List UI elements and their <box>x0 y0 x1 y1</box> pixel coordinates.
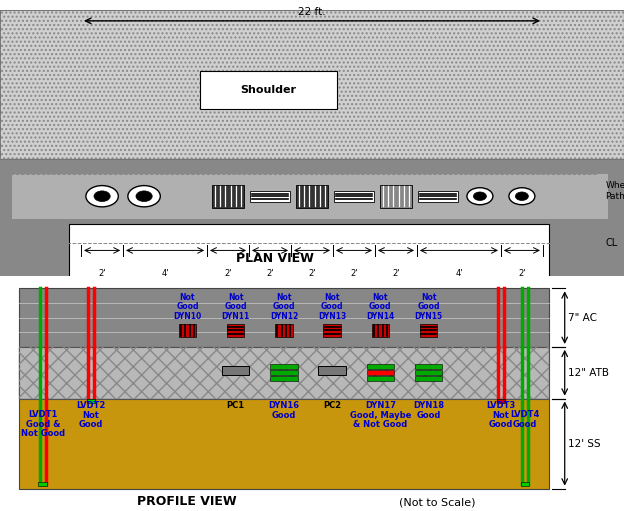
Text: LVDT1
Good &
Not Good: LVDT1 Good & Not Good <box>21 410 65 438</box>
Bar <box>415 376 442 381</box>
Text: 2': 2' <box>392 269 400 278</box>
Bar <box>372 324 389 337</box>
FancyBboxPatch shape <box>200 72 337 108</box>
Text: Not
Good
DYN11: Not Good DYN11 <box>222 292 250 321</box>
Ellipse shape <box>94 191 110 201</box>
Text: Not
Good
DYN15: Not Good DYN15 <box>414 292 442 321</box>
Bar <box>12 174 608 219</box>
Bar <box>497 399 505 402</box>
Text: DYN18
Good: DYN18 Good <box>413 401 444 420</box>
Bar <box>19 399 549 489</box>
Text: Not
Good
DYN12: Not Good DYN12 <box>270 292 298 321</box>
Text: 4': 4' <box>162 269 169 278</box>
Text: Not
Good
DYN13: Not Good DYN13 <box>318 292 346 321</box>
Text: DYN16
Good: DYN16 Good <box>268 401 300 420</box>
Text: PROFILE VIEW: PROFILE VIEW <box>137 495 237 507</box>
Bar <box>420 324 437 337</box>
Text: PC1: PC1 <box>227 401 245 410</box>
Bar <box>270 370 298 375</box>
Bar <box>0 10 624 159</box>
Ellipse shape <box>128 185 160 207</box>
Bar <box>417 191 458 201</box>
Bar <box>87 400 95 403</box>
Bar <box>270 364 298 368</box>
Text: 2': 2' <box>99 269 106 278</box>
Ellipse shape <box>474 192 486 200</box>
Bar <box>178 324 196 337</box>
Text: 2': 2' <box>266 269 274 278</box>
Bar <box>296 185 328 207</box>
Bar <box>275 324 293 337</box>
Text: PC2: PC2 <box>323 401 341 410</box>
Bar <box>318 365 346 376</box>
Text: DYN17
Good, Maybe
& Not Good: DYN17 Good, Maybe & Not Good <box>349 401 411 429</box>
Text: 12' SS: 12' SS <box>568 438 600 449</box>
Bar <box>250 191 290 201</box>
Text: CL: CL <box>605 238 618 248</box>
Text: 2': 2' <box>224 269 232 278</box>
Text: 7" AC: 7" AC <box>568 313 597 322</box>
Bar <box>19 288 549 347</box>
Bar <box>39 482 47 485</box>
Bar <box>212 185 243 207</box>
Text: Wheel
Path: Wheel Path <box>605 181 624 201</box>
Bar <box>367 364 394 368</box>
Text: 2': 2' <box>350 269 358 278</box>
Bar <box>323 324 341 337</box>
Text: Not
Good
DYN10: Not Good DYN10 <box>173 292 202 321</box>
Bar <box>0 10 624 159</box>
Text: PLAN VIEW: PLAN VIEW <box>236 252 313 265</box>
Bar <box>367 376 394 381</box>
Text: 2': 2' <box>308 269 316 278</box>
Bar <box>227 324 245 337</box>
Ellipse shape <box>515 192 529 200</box>
Text: 12" ATB: 12" ATB <box>568 368 609 378</box>
Bar <box>19 347 549 399</box>
Bar <box>415 370 442 375</box>
Text: 22 ft.: 22 ft. <box>298 7 326 17</box>
Text: (Not to Scale): (Not to Scale) <box>399 498 475 507</box>
Bar <box>222 365 250 376</box>
Text: LVDT2
Not
Good: LVDT2 Not Good <box>76 401 105 429</box>
Bar <box>367 370 394 375</box>
Bar <box>334 191 374 201</box>
Text: 2': 2' <box>518 269 525 278</box>
Bar <box>520 482 529 485</box>
Bar <box>415 364 442 368</box>
Ellipse shape <box>86 185 119 207</box>
Bar <box>270 376 298 381</box>
Text: 4': 4' <box>455 269 462 278</box>
Text: LVDT4
Good: LVDT4 Good <box>510 410 540 429</box>
Text: LVDT3
Not
Good: LVDT3 Not Good <box>486 401 515 429</box>
Text: Not
Good
DYN14: Not Good DYN14 <box>366 292 394 321</box>
Ellipse shape <box>467 188 493 205</box>
Bar <box>87 399 95 402</box>
Bar <box>69 224 549 283</box>
Ellipse shape <box>136 191 152 201</box>
Bar <box>497 400 505 403</box>
Text: Shoulder: Shoulder <box>240 85 296 95</box>
Bar <box>19 347 549 399</box>
Ellipse shape <box>509 188 535 205</box>
Bar <box>381 185 412 207</box>
